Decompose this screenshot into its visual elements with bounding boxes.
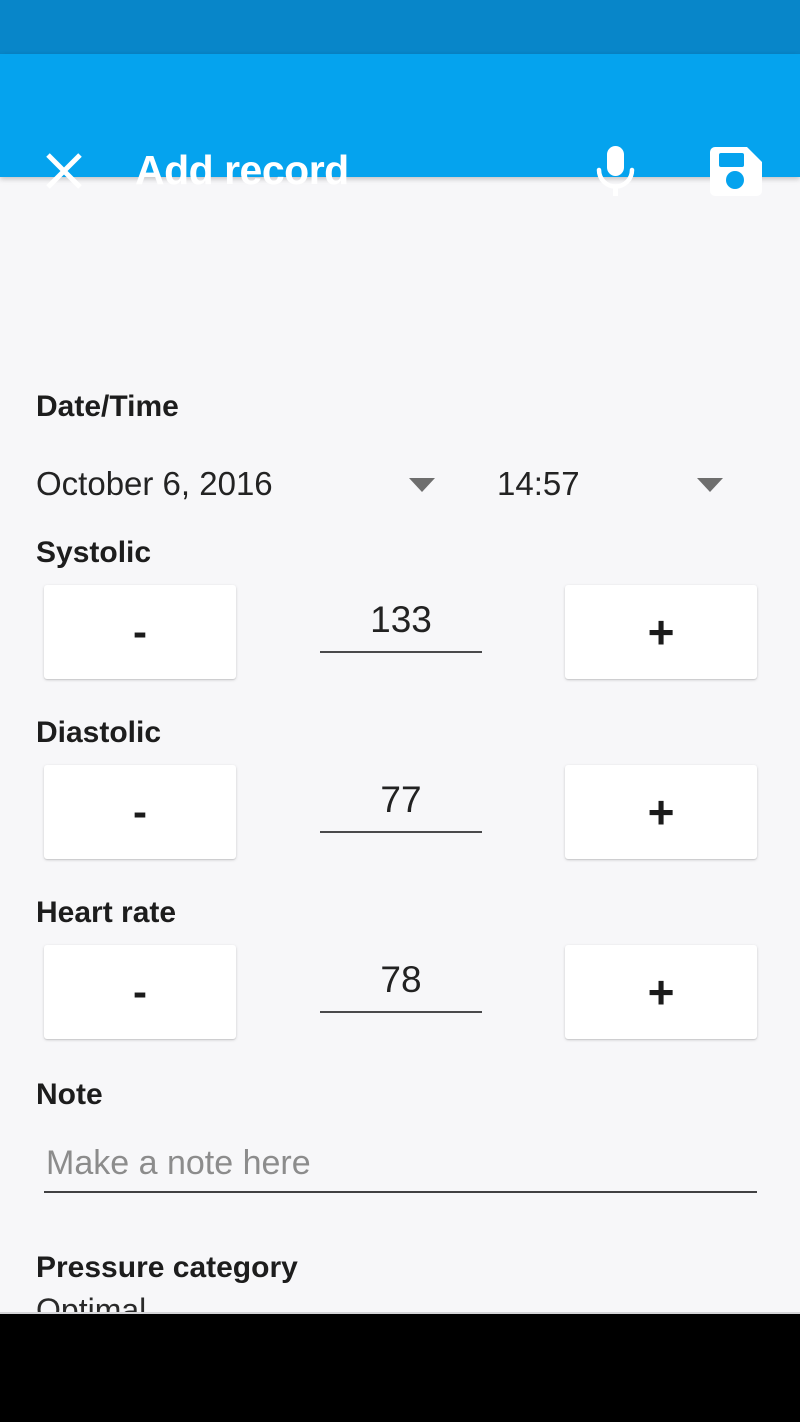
datetime-label: Date/Time [36,390,179,423]
diastolic-label: Diastolic [36,716,162,749]
close-icon [40,147,88,195]
time-dropdown-arrow-icon[interactable] [697,478,723,492]
datetime-row: October 6, 2016 14:57 [0,462,800,508]
heart-rate-decrease-button[interactable]: - [44,945,236,1039]
diastolic-value-field[interactable]: 77 [320,765,482,833]
diastolic-value: 77 [380,779,422,820]
time-dropdown-value[interactable]: 14:57 [497,465,580,502]
close-button[interactable] [40,147,88,195]
note-input[interactable] [44,1135,757,1193]
diastolic-increase-button[interactable]: + [565,765,757,859]
heart-rate-increase-button[interactable]: + [565,945,757,1039]
date-dropdown-value[interactable]: October 6, 2016 [36,465,273,502]
systolic-value-field[interactable]: 133 [320,585,482,653]
systolic-value: 133 [370,599,432,640]
diastolic-stepper: - 77 + [0,765,800,859]
page-title: Add record [135,147,349,193]
date-dropdown-arrow-icon[interactable] [409,478,435,492]
bottom-black-bar [0,1314,800,1422]
content-bottom-divider [0,1312,800,1314]
save-icon [710,146,768,196]
heart-rate-label: Heart rate [36,896,177,929]
pressure-category-label: Pressure category [36,1251,298,1284]
form-area: Date/Time October 6, 2016 14:57 Systolic… [0,177,800,1328]
heart-rate-stepper: - 78 + [0,945,800,1039]
heart-rate-value: 78 [380,959,422,1000]
microphone-icon [590,144,642,198]
systolic-decrease-button[interactable]: - [44,585,236,679]
heart-rate-value-field[interactable]: 78 [320,945,482,1013]
app-bar: Add record [0,54,800,196]
systolic-stepper: - 133 + [0,585,800,679]
diastolic-decrease-button[interactable]: - [44,765,236,859]
voice-input-button[interactable] [590,144,642,198]
save-button[interactable] [710,144,768,198]
systolic-increase-button[interactable]: + [565,585,757,679]
status-bar [0,0,800,54]
systolic-label: Systolic [36,536,152,569]
note-label: Note [36,1078,103,1111]
